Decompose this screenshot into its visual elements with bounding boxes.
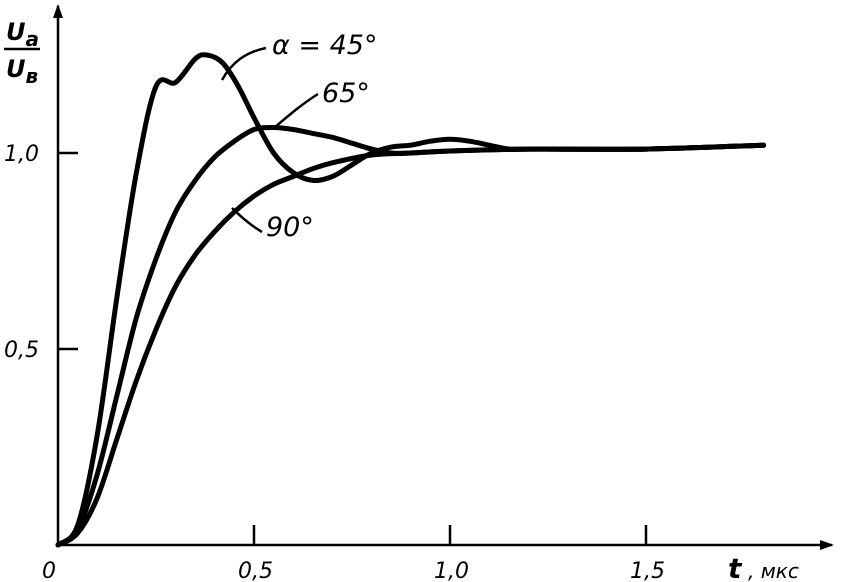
- y-numerator-subscript: a: [26, 27, 40, 51]
- x-axis-title: t: [728, 552, 743, 582]
- x-tick-label: 1,0: [434, 559, 469, 582]
- series-curves: [55, 52, 767, 548]
- series-label: α = 45°: [272, 30, 377, 61]
- series-label: 90°: [266, 212, 314, 243]
- y-axis-title: Ua Uв: [4, 18, 40, 88]
- curve-65: [55, 124, 767, 548]
- series-label: 65°: [322, 78, 370, 109]
- x-tick-label: 0,5: [238, 559, 273, 582]
- y-denominator-subscript: в: [26, 64, 39, 88]
- y-tick-label: 0,5: [4, 338, 39, 363]
- series-label-leader: [231, 207, 263, 234]
- series-labels: α = 45° 65° 90°: [220, 30, 377, 243]
- axis-tick-labels: 0,5 1,0 1,5 0,5 1,0: [4, 142, 665, 582]
- series-label-leader: [220, 46, 267, 81]
- y-axis-title-numerator: Ua: [6, 18, 39, 51]
- curve-alpha-45: [55, 52, 767, 548]
- x-axis-unit: , мкс: [748, 559, 799, 582]
- y-tick-label: 1,0: [4, 142, 39, 167]
- x-tick-label: 1,5: [630, 559, 665, 582]
- curve-90: [55, 142, 767, 548]
- y-denominator-symbol: U: [6, 55, 26, 83]
- origin-label: 0: [42, 559, 56, 582]
- y-numerator-symbol: U: [6, 18, 26, 46]
- series-label-leader: [273, 92, 319, 129]
- axis-ticks: [58, 151, 648, 545]
- y-axis-title-denominator: Uв: [6, 55, 38, 88]
